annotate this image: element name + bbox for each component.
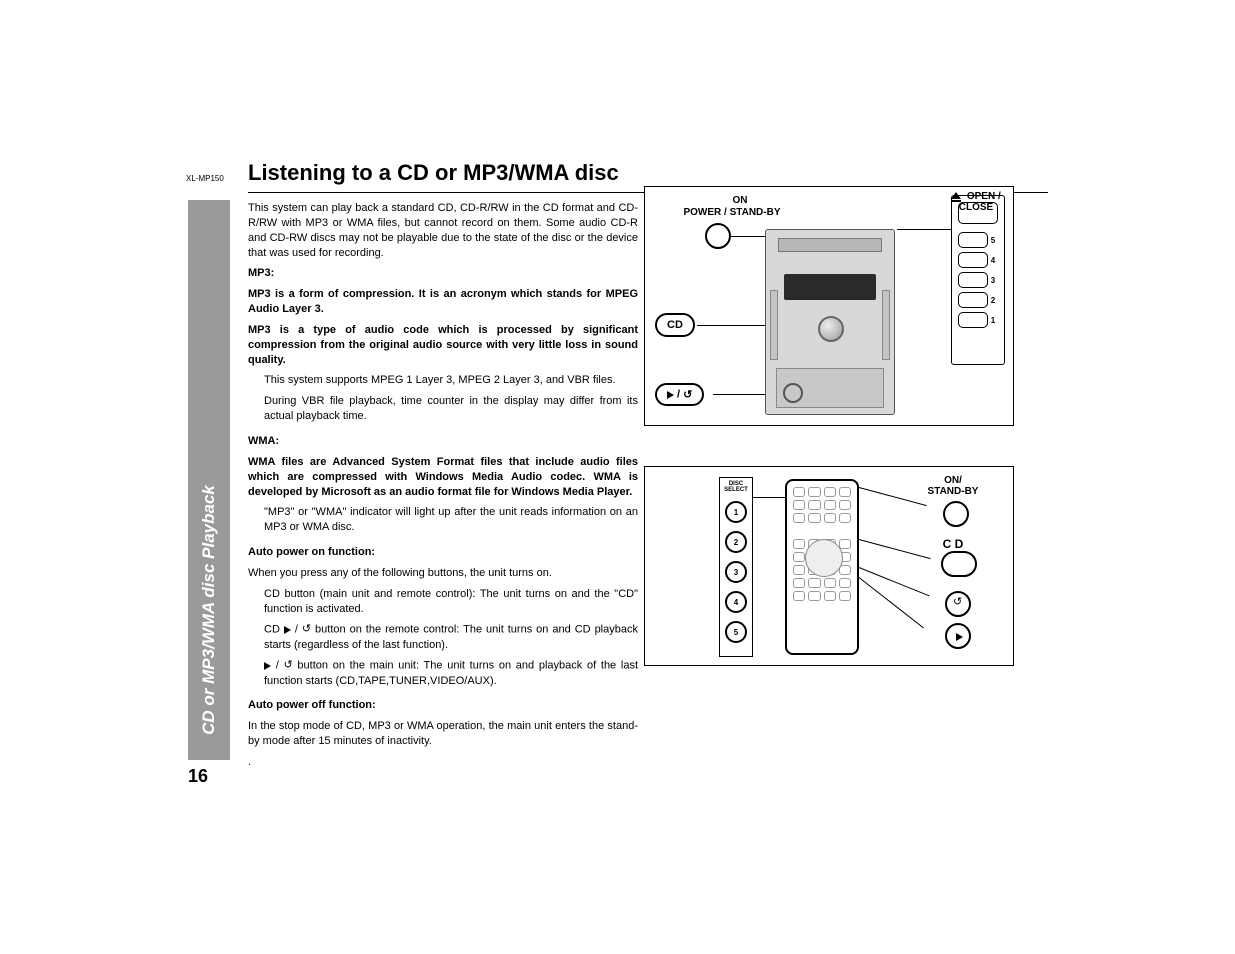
wma-heading: WMA: xyxy=(248,434,638,449)
stereo-illustration xyxy=(765,229,895,415)
apo-bullet-1: CD button (main unit and remote control)… xyxy=(248,587,638,617)
remote-control-illustration xyxy=(785,479,859,655)
power-button-callout xyxy=(705,223,731,249)
body-text: This system can play back a standard CD,… xyxy=(248,201,638,770)
panel-open-close-button xyxy=(958,202,998,224)
stereo-display xyxy=(784,274,876,300)
apo-bullet-2: CD / ↺ button on the remote control: The… xyxy=(248,622,638,652)
trailing-dot: . xyxy=(248,755,638,770)
disc-2-button: 2 xyxy=(725,531,747,553)
wma-para-1: WMA files are Advanced System Format fil… xyxy=(248,455,638,500)
leader-line xyxy=(731,236,765,237)
repeat-icon: ↺ xyxy=(302,622,311,637)
diagrams-column: ON POWER / STAND-BY OPEN / CLOSE CD / ↺ xyxy=(644,186,1044,666)
play-icon xyxy=(284,626,291,634)
remote-repeat-callout: ↺ xyxy=(945,591,971,617)
panel-button-5 xyxy=(958,232,988,248)
leader-line xyxy=(859,567,930,596)
button-panel-illustration: 5 4 3 2 1 xyxy=(951,195,1005,365)
disc-4-button: 4 xyxy=(725,591,747,613)
leader-line xyxy=(713,394,765,395)
power-standby-label: POWER / STAND-BY xyxy=(667,207,797,218)
stereo-left-strip xyxy=(770,290,778,360)
play-icon xyxy=(667,391,674,399)
auto-power-on-para: When you press any of the following butt… xyxy=(248,566,638,581)
panel-button-3 xyxy=(958,272,988,288)
leader-line xyxy=(753,497,785,498)
panel-button-4 xyxy=(958,252,988,268)
remote-dpad xyxy=(805,539,843,577)
mp3-para-2: MP3 is a type of audio code which is pro… xyxy=(248,323,638,368)
remote-play-callout xyxy=(945,623,971,649)
stereo-knob xyxy=(818,316,844,342)
page-content: Listening to a CD or MP3/WMA disc This s… xyxy=(180,160,1050,776)
cd-callout-box: CD xyxy=(655,313,695,337)
leader-line xyxy=(897,229,951,230)
remote-diagram: DISC SELECT 1 2 3 4 5 xyxy=(644,466,1014,666)
leader-line xyxy=(859,539,931,559)
mp3-heading: MP3: xyxy=(248,266,638,281)
page-title: Listening to a CD or MP3/WMA disc xyxy=(248,160,1050,186)
repeat-icon: ↺ xyxy=(683,388,692,401)
wma-bullet-1: "MP3" or "WMA" indicator will light up a… xyxy=(248,505,638,535)
auto-power-on-heading: Auto power on function: xyxy=(248,545,638,560)
play-icon xyxy=(956,633,963,641)
power-on-label: ON xyxy=(705,195,775,206)
leader-line xyxy=(859,577,924,628)
leader-line xyxy=(697,325,765,326)
auto-power-off-para: In the stop mode of CD, MP3 or WMA opera… xyxy=(248,719,638,749)
apo-bullet-3: / ↺ button on the main unit: The unit tu… xyxy=(248,658,638,688)
mp3-bullet-2: During VBR file playback, time counter i… xyxy=(248,394,638,424)
leader-line xyxy=(859,487,927,506)
play-icon xyxy=(264,662,271,670)
play-repeat-callout: / ↺ xyxy=(655,383,704,406)
repeat-icon: ↺ xyxy=(953,595,962,608)
intro-paragraph: This system can play back a standard CD,… xyxy=(248,201,638,260)
remote-cd-callout xyxy=(941,551,977,577)
panel-button-1 xyxy=(958,312,988,328)
remote-power-callout xyxy=(943,501,969,527)
auto-power-off-heading: Auto power off function: xyxy=(248,698,638,713)
on-standby-label: ON/STAND-BY xyxy=(923,475,983,497)
disc-select-title: DISC SELECT xyxy=(720,481,752,493)
stereo-right-strip xyxy=(882,290,890,360)
remote-cd-label: C D xyxy=(933,537,973,551)
repeat-icon: ↺ xyxy=(284,658,293,673)
stereo-cd-tray xyxy=(776,368,884,408)
mp3-bullet-1: This system supports MPEG 1 Layer 3, MPE… xyxy=(248,373,638,388)
disc-1-button: 1 xyxy=(725,501,747,523)
mp3-para-1: MP3 is a form of compression. It is an a… xyxy=(248,287,638,317)
disc-select-panel: DISC SELECT 1 2 3 4 5 xyxy=(719,477,753,657)
panel-button-2 xyxy=(958,292,988,308)
disc-5-button: 5 xyxy=(725,621,747,643)
disc-3-button: 3 xyxy=(725,561,747,583)
main-unit-diagram: ON POWER / STAND-BY OPEN / CLOSE CD / ↺ xyxy=(644,186,1014,426)
